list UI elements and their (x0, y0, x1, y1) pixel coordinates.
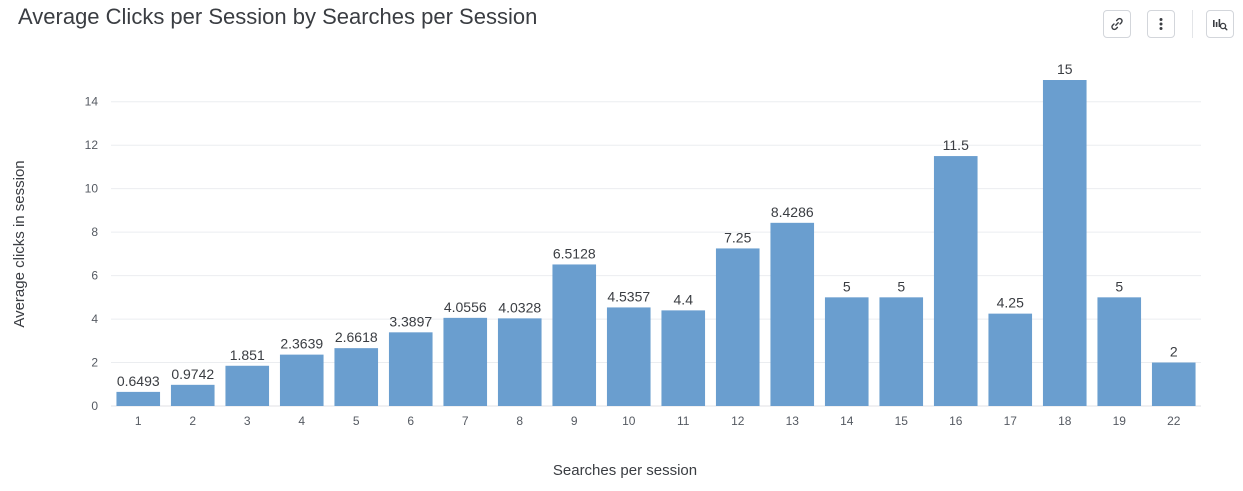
y-tick-label: 2 (91, 356, 98, 370)
bar[interactable] (225, 365, 270, 406)
x-axis-title: Searches per session (553, 462, 697, 479)
y-tick-label: 8 (91, 225, 98, 239)
bar[interactable] (116, 391, 161, 406)
bars (116, 80, 1196, 406)
x-axis-ticks: 1 2 3 4 5 6 7 8 9 10 11 12 13 14 15 16 17 18 19 22 (135, 414, 1181, 428)
grid-lines (111, 101, 1201, 407)
bar[interactable] (388, 332, 433, 406)
bar[interactable] (879, 297, 924, 406)
x-tick-label: 9 (571, 414, 578, 428)
bar[interactable] (715, 248, 760, 406)
x-tick-label: 13 (786, 414, 800, 428)
data-label: 5 (843, 278, 851, 294)
x-tick-label: 15 (895, 414, 909, 428)
bar[interactable] (606, 307, 651, 406)
y-tick-label: 14 (85, 95, 99, 109)
y-tick-label: 10 (85, 182, 99, 196)
explore-data-button[interactable] (1206, 10, 1234, 38)
y-axis-ticks: 0 2 4 6 8 10 12 14 (85, 95, 99, 413)
bar[interactable] (933, 156, 978, 406)
x-tick-label: 3 (244, 414, 251, 428)
bar[interactable] (988, 313, 1033, 406)
data-label: 11.5 (943, 137, 969, 153)
link-icon (1111, 17, 1123, 31)
x-tick-label: 16 (949, 414, 963, 428)
bar[interactable] (170, 384, 215, 406)
x-tick-label: 22 (1167, 414, 1181, 428)
explore-data-icon (1213, 19, 1228, 31)
data-label: 2.3639 (280, 336, 323, 352)
data-labels: 0.6493 0.9742 1.851 2.3639 2.6618 3.3897 4.055… (117, 61, 1178, 389)
bar[interactable] (661, 310, 706, 406)
data-label: 2 (1170, 344, 1178, 360)
data-label: 3.3897 (389, 313, 432, 329)
data-label: 4.4 (674, 291, 694, 307)
data-label: 7.25 (724, 229, 751, 245)
bar[interactable] (279, 354, 324, 406)
x-tick-label: 17 (1004, 414, 1018, 428)
data-label: 5 (1115, 278, 1123, 294)
x-tick-label: 8 (516, 414, 523, 428)
x-tick-label: 11 (677, 414, 690, 428)
data-label: 4.25 (997, 295, 1024, 311)
x-tick-label: 19 (1113, 414, 1127, 428)
toolbar-divider (1192, 10, 1193, 38)
bar[interactable] (552, 264, 597, 406)
y-tick-label: 12 (85, 138, 99, 152)
bar[interactable] (443, 317, 488, 406)
more-vertical-icon (1159, 18, 1163, 30)
x-tick-label: 2 (189, 414, 196, 428)
data-label: 1.851 (230, 347, 265, 363)
x-tick-label: 7 (462, 414, 469, 428)
data-label: 8.4286 (771, 204, 814, 220)
bar[interactable] (770, 222, 815, 406)
y-tick-label: 6 (91, 269, 98, 283)
more-options-button[interactable] (1147, 10, 1175, 38)
data-label: 2.6618 (335, 329, 378, 345)
x-tick-label: 1 (135, 414, 142, 428)
x-tick-label: 14 (840, 414, 854, 428)
y-tick-label: 4 (91, 312, 98, 326)
x-tick-label: 4 (298, 414, 305, 428)
data-label: 15 (1057, 61, 1073, 77)
y-tick-label: 0 (91, 399, 98, 413)
data-label: 6.5128 (553, 245, 596, 261)
x-tick-label: 6 (407, 414, 414, 428)
data-label: 4.0328 (498, 299, 541, 315)
data-label: 0.6493 (117, 373, 160, 389)
chart-title: Average Clicks per Session by Searches p… (18, 4, 538, 29)
bar[interactable] (1097, 297, 1142, 406)
x-tick-label: 5 (353, 414, 360, 428)
x-tick-label: 10 (622, 414, 636, 428)
bar[interactable] (497, 318, 542, 406)
bar[interactable] (1042, 80, 1087, 406)
chart-toolbar (1103, 10, 1234, 38)
y-axis-title: Average clicks in session (11, 160, 28, 327)
x-tick-label: 12 (731, 414, 745, 428)
bar[interactable] (1151, 362, 1196, 406)
x-tick-label: 18 (1058, 414, 1072, 428)
data-label: 0.9742 (171, 366, 214, 382)
copy-link-button[interactable] (1103, 10, 1131, 38)
data-label: 4.5357 (607, 288, 650, 304)
data-label: 5 (897, 278, 905, 294)
data-label: 4.0556 (444, 299, 487, 315)
bar[interactable] (334, 348, 379, 406)
bar[interactable] (824, 297, 869, 406)
